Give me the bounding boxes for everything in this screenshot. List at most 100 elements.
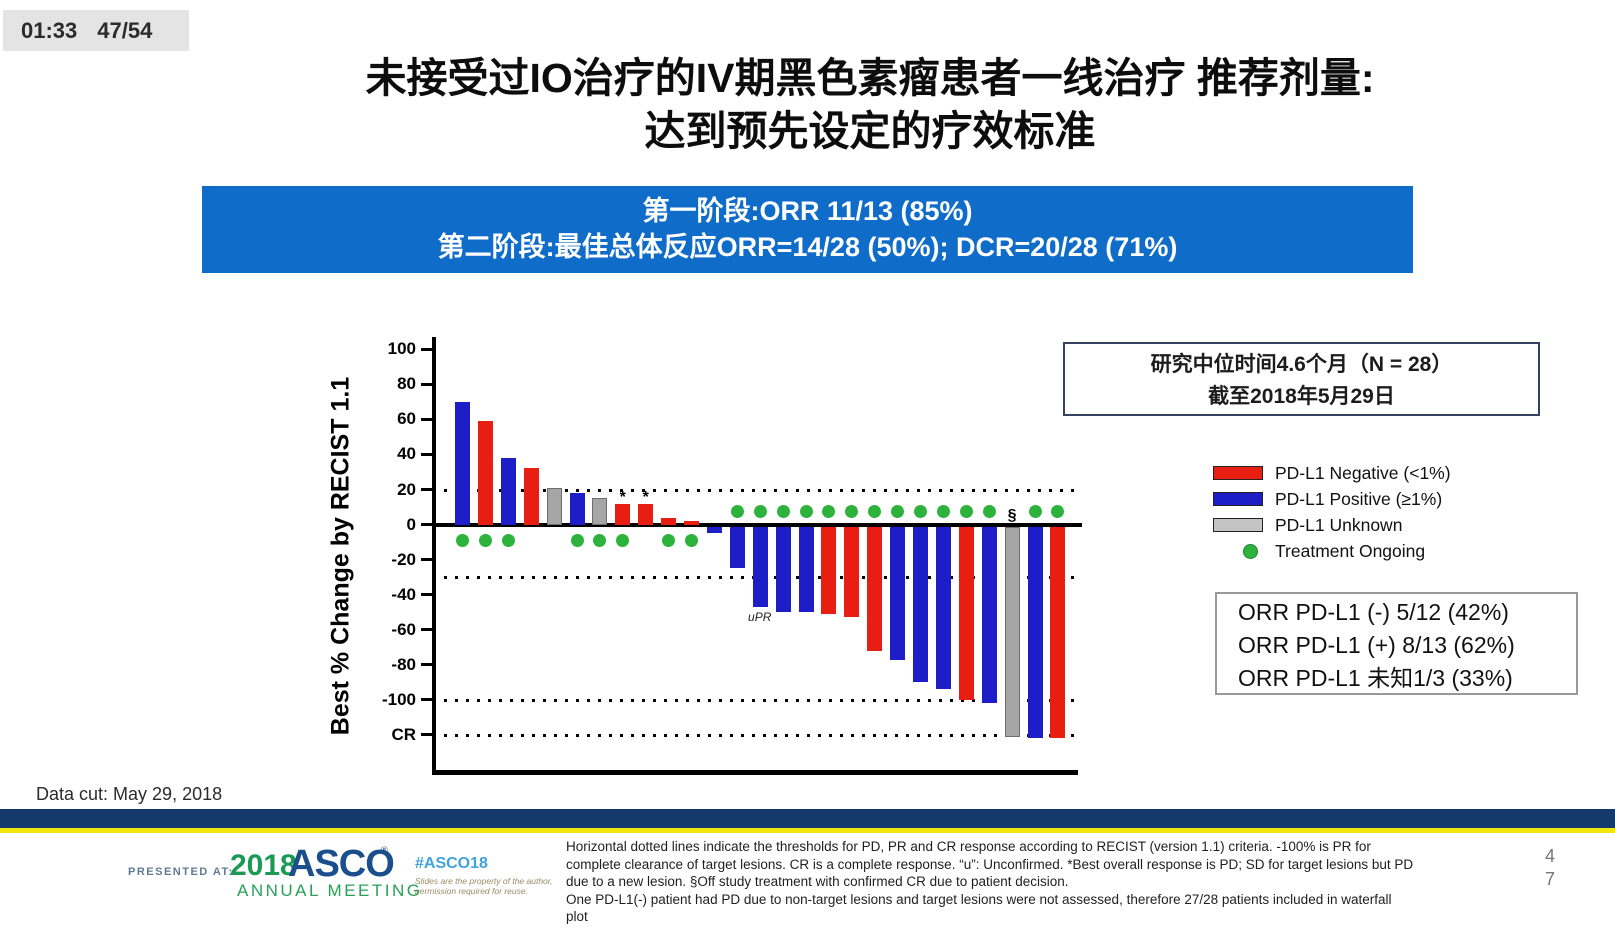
orr-summary-box: ORR PD-L1 (-) 5/12 (42%) ORR PD-L1 (+) 8… bbox=[1215, 592, 1578, 695]
y-axis-tick-label: 100 bbox=[387, 339, 416, 359]
waterfall-bar bbox=[615, 503, 631, 525]
treatment-ongoing-dot bbox=[776, 504, 790, 518]
treatment-ongoing-dot bbox=[662, 533, 676, 547]
waterfall-bar bbox=[935, 526, 951, 690]
legend-circle-swatch bbox=[1243, 543, 1258, 559]
y-axis-tick-label: CR bbox=[391, 724, 416, 744]
y-axis-label: Best % Change by RECIST 1.1 bbox=[326, 376, 355, 736]
slide-title: 未接受过IO治疗的IV期黑色素瘤患者一线治疗 推荐剂量: 达到预先设定的疗效标准 bbox=[125, 52, 1615, 158]
player-overlay: 01:33 47/54 bbox=[3, 10, 189, 51]
waterfall-bar bbox=[1004, 526, 1020, 737]
slide-number: 4 7 bbox=[1544, 846, 1555, 889]
result-banner: 第一阶段:ORR 11/13 (85%) 第二阶段:最佳总体反应ORR=14/2… bbox=[202, 186, 1413, 273]
waterfall-bar bbox=[1027, 526, 1043, 739]
waterfall-bar bbox=[798, 526, 814, 613]
treatment-ongoing-dot bbox=[891, 504, 905, 518]
treatment-ongoing-dot bbox=[1051, 504, 1065, 518]
legend-color-swatch bbox=[1213, 518, 1263, 532]
section-mark: § bbox=[1007, 506, 1017, 524]
waterfall-bar bbox=[981, 526, 997, 704]
threshold-dotted-line bbox=[444, 488, 1082, 492]
y-axis-tick bbox=[421, 558, 433, 562]
y-axis-tick-label: -100 bbox=[381, 689, 416, 709]
study-info-line1: 研究中位时间4.6个月（N = 28） bbox=[1150, 353, 1453, 376]
footer-navy-divider bbox=[0, 809, 1615, 828]
upr-annotation: uPR bbox=[748, 609, 772, 624]
y-axis-tick-label: -20 bbox=[391, 549, 416, 569]
legend-item-label: PD-L1 Negative (<1%) bbox=[1275, 462, 1451, 483]
y-axis-tick bbox=[421, 733, 433, 737]
legend-item: Treatment Ongoing bbox=[1213, 538, 1451, 564]
y-axis-tick bbox=[421, 452, 433, 456]
waterfall-bar bbox=[569, 493, 585, 525]
asco-logo-subtitle: ANNUAL MEETING bbox=[237, 881, 423, 900]
legend-color-swatch bbox=[1213, 466, 1263, 480]
asco-logo-name: ASCO bbox=[288, 843, 395, 885]
treatment-ongoing-dot bbox=[456, 533, 469, 547]
slides-property-note: Slides are the property of the author, p… bbox=[415, 876, 553, 896]
treatment-ongoing-dot bbox=[685, 533, 698, 547]
waterfall-plot: 100 80 60 40 20 0 -20 -40 -60 -80 -100 CR * * uPR § bbox=[382, 337, 1082, 775]
treatment-ongoing-dot bbox=[959, 504, 973, 518]
legend-item: PD-L1 Positive (≥1%) bbox=[1213, 486, 1451, 512]
legend-item-label: Treatment Ongoing bbox=[1275, 540, 1426, 561]
asco-logo-year: 2018 bbox=[230, 849, 297, 882]
treatment-ongoing-dot bbox=[936, 504, 950, 518]
y-axis-tick bbox=[421, 523, 433, 527]
waterfall-bar bbox=[706, 526, 722, 534]
presented-at-label: PRESENTED AT: bbox=[128, 866, 234, 878]
threshold-dotted-line bbox=[444, 698, 1082, 702]
treatment-ongoing-dot bbox=[799, 504, 813, 518]
footer-yellow-divider bbox=[0, 828, 1615, 833]
waterfall-bar bbox=[729, 526, 745, 569]
y-axis-tick bbox=[421, 382, 433, 386]
waterfall-bar bbox=[752, 526, 768, 607]
result-banner-line2: 第二阶段:最佳总体反应ORR=14/28 (50%); DCR=20/28 (7… bbox=[437, 232, 1178, 262]
waterfall-bar bbox=[913, 526, 928, 683]
asterisk-mark: * bbox=[642, 488, 649, 506]
slide-title-line1: 未接受过IO治疗的IV期黑色素瘤患者一线治疗 推荐剂量: bbox=[365, 55, 1375, 101]
y-axis-tick-label: -80 bbox=[391, 654, 416, 674]
treatment-ongoing-dot bbox=[730, 504, 744, 518]
treatment-ongoing-dot bbox=[845, 504, 859, 518]
waterfall-bar bbox=[844, 526, 860, 618]
waterfall-bar bbox=[1050, 526, 1066, 739]
y-axis-tick bbox=[421, 628, 433, 632]
legend-item-label: PD-L1 Unknown bbox=[1275, 514, 1403, 535]
waterfall-bar bbox=[477, 421, 493, 525]
legend-item: PD-L1 Unknown bbox=[1213, 512, 1451, 538]
study-info-line2: 截至2018年5月29日 bbox=[1208, 385, 1395, 408]
y-axis-tick bbox=[421, 488, 433, 491]
footnote-text: Horizontal dotted lines indicate the thr… bbox=[566, 839, 1414, 925]
treatment-ongoing-dot bbox=[914, 504, 927, 518]
waterfall-bar bbox=[638, 503, 654, 525]
treatment-ongoing-dot bbox=[822, 504, 836, 518]
waterfall-bar bbox=[523, 468, 539, 525]
waterfall-bar bbox=[592, 498, 608, 525]
asco-hashtag: #ASCO18 bbox=[415, 855, 488, 872]
treatment-ongoing-dot bbox=[616, 533, 630, 547]
legend-color-swatch bbox=[1213, 492, 1263, 506]
y-axis-tick-label: 40 bbox=[397, 444, 416, 464]
y-axis-tick bbox=[421, 417, 433, 421]
legend-item-label: PD-L1 Positive (≥1%) bbox=[1275, 488, 1443, 509]
legend-item: PD-L1 Negative (<1%) bbox=[1213, 460, 1451, 486]
treatment-ongoing-dot bbox=[753, 504, 767, 518]
study-info-box: 研究中位时间4.6个月（N = 28） 截至2018年5月29日 bbox=[1063, 342, 1540, 416]
treatment-ongoing-dot bbox=[868, 504, 882, 518]
waterfall-bar bbox=[867, 526, 883, 651]
treatment-ongoing-dot bbox=[478, 533, 492, 547]
y-axis-tick-label: 0 bbox=[406, 514, 416, 534]
y-axis-tick bbox=[421, 698, 433, 702]
slide-title-line2: 达到预先设定的疗效标准 bbox=[644, 108, 1096, 154]
waterfall-bar bbox=[775, 526, 791, 613]
waterfall-bar bbox=[546, 487, 562, 525]
asco-logo-registered-icon: ® bbox=[381, 845, 388, 855]
legend: PD-L1 Negative (<1%) PD-L1 Positive (≥1%)… bbox=[1213, 460, 1451, 564]
y-axis-tick-label: 80 bbox=[397, 374, 416, 394]
waterfall-bar bbox=[821, 526, 837, 614]
y-axis-tick bbox=[421, 347, 433, 351]
data-cut-label: Data cut: May 29, 2018 bbox=[36, 784, 223, 804]
y-axis-tick-label: 20 bbox=[397, 479, 416, 499]
